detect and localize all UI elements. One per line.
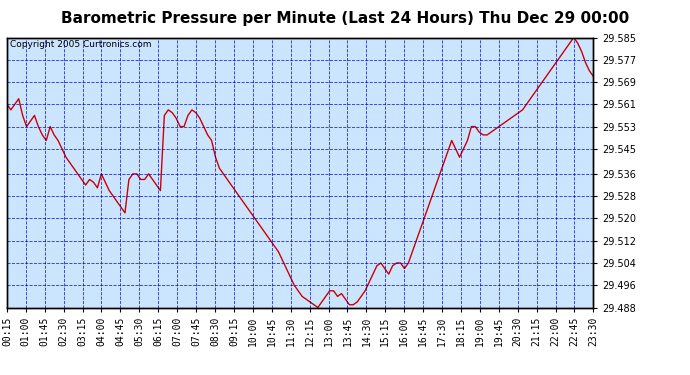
Text: Copyright 2005 Curtronics.com: Copyright 2005 Curtronics.com	[10, 40, 151, 49]
Text: Barometric Pressure per Minute (Last 24 Hours) Thu Dec 29 00:00: Barometric Pressure per Minute (Last 24 …	[61, 11, 629, 26]
